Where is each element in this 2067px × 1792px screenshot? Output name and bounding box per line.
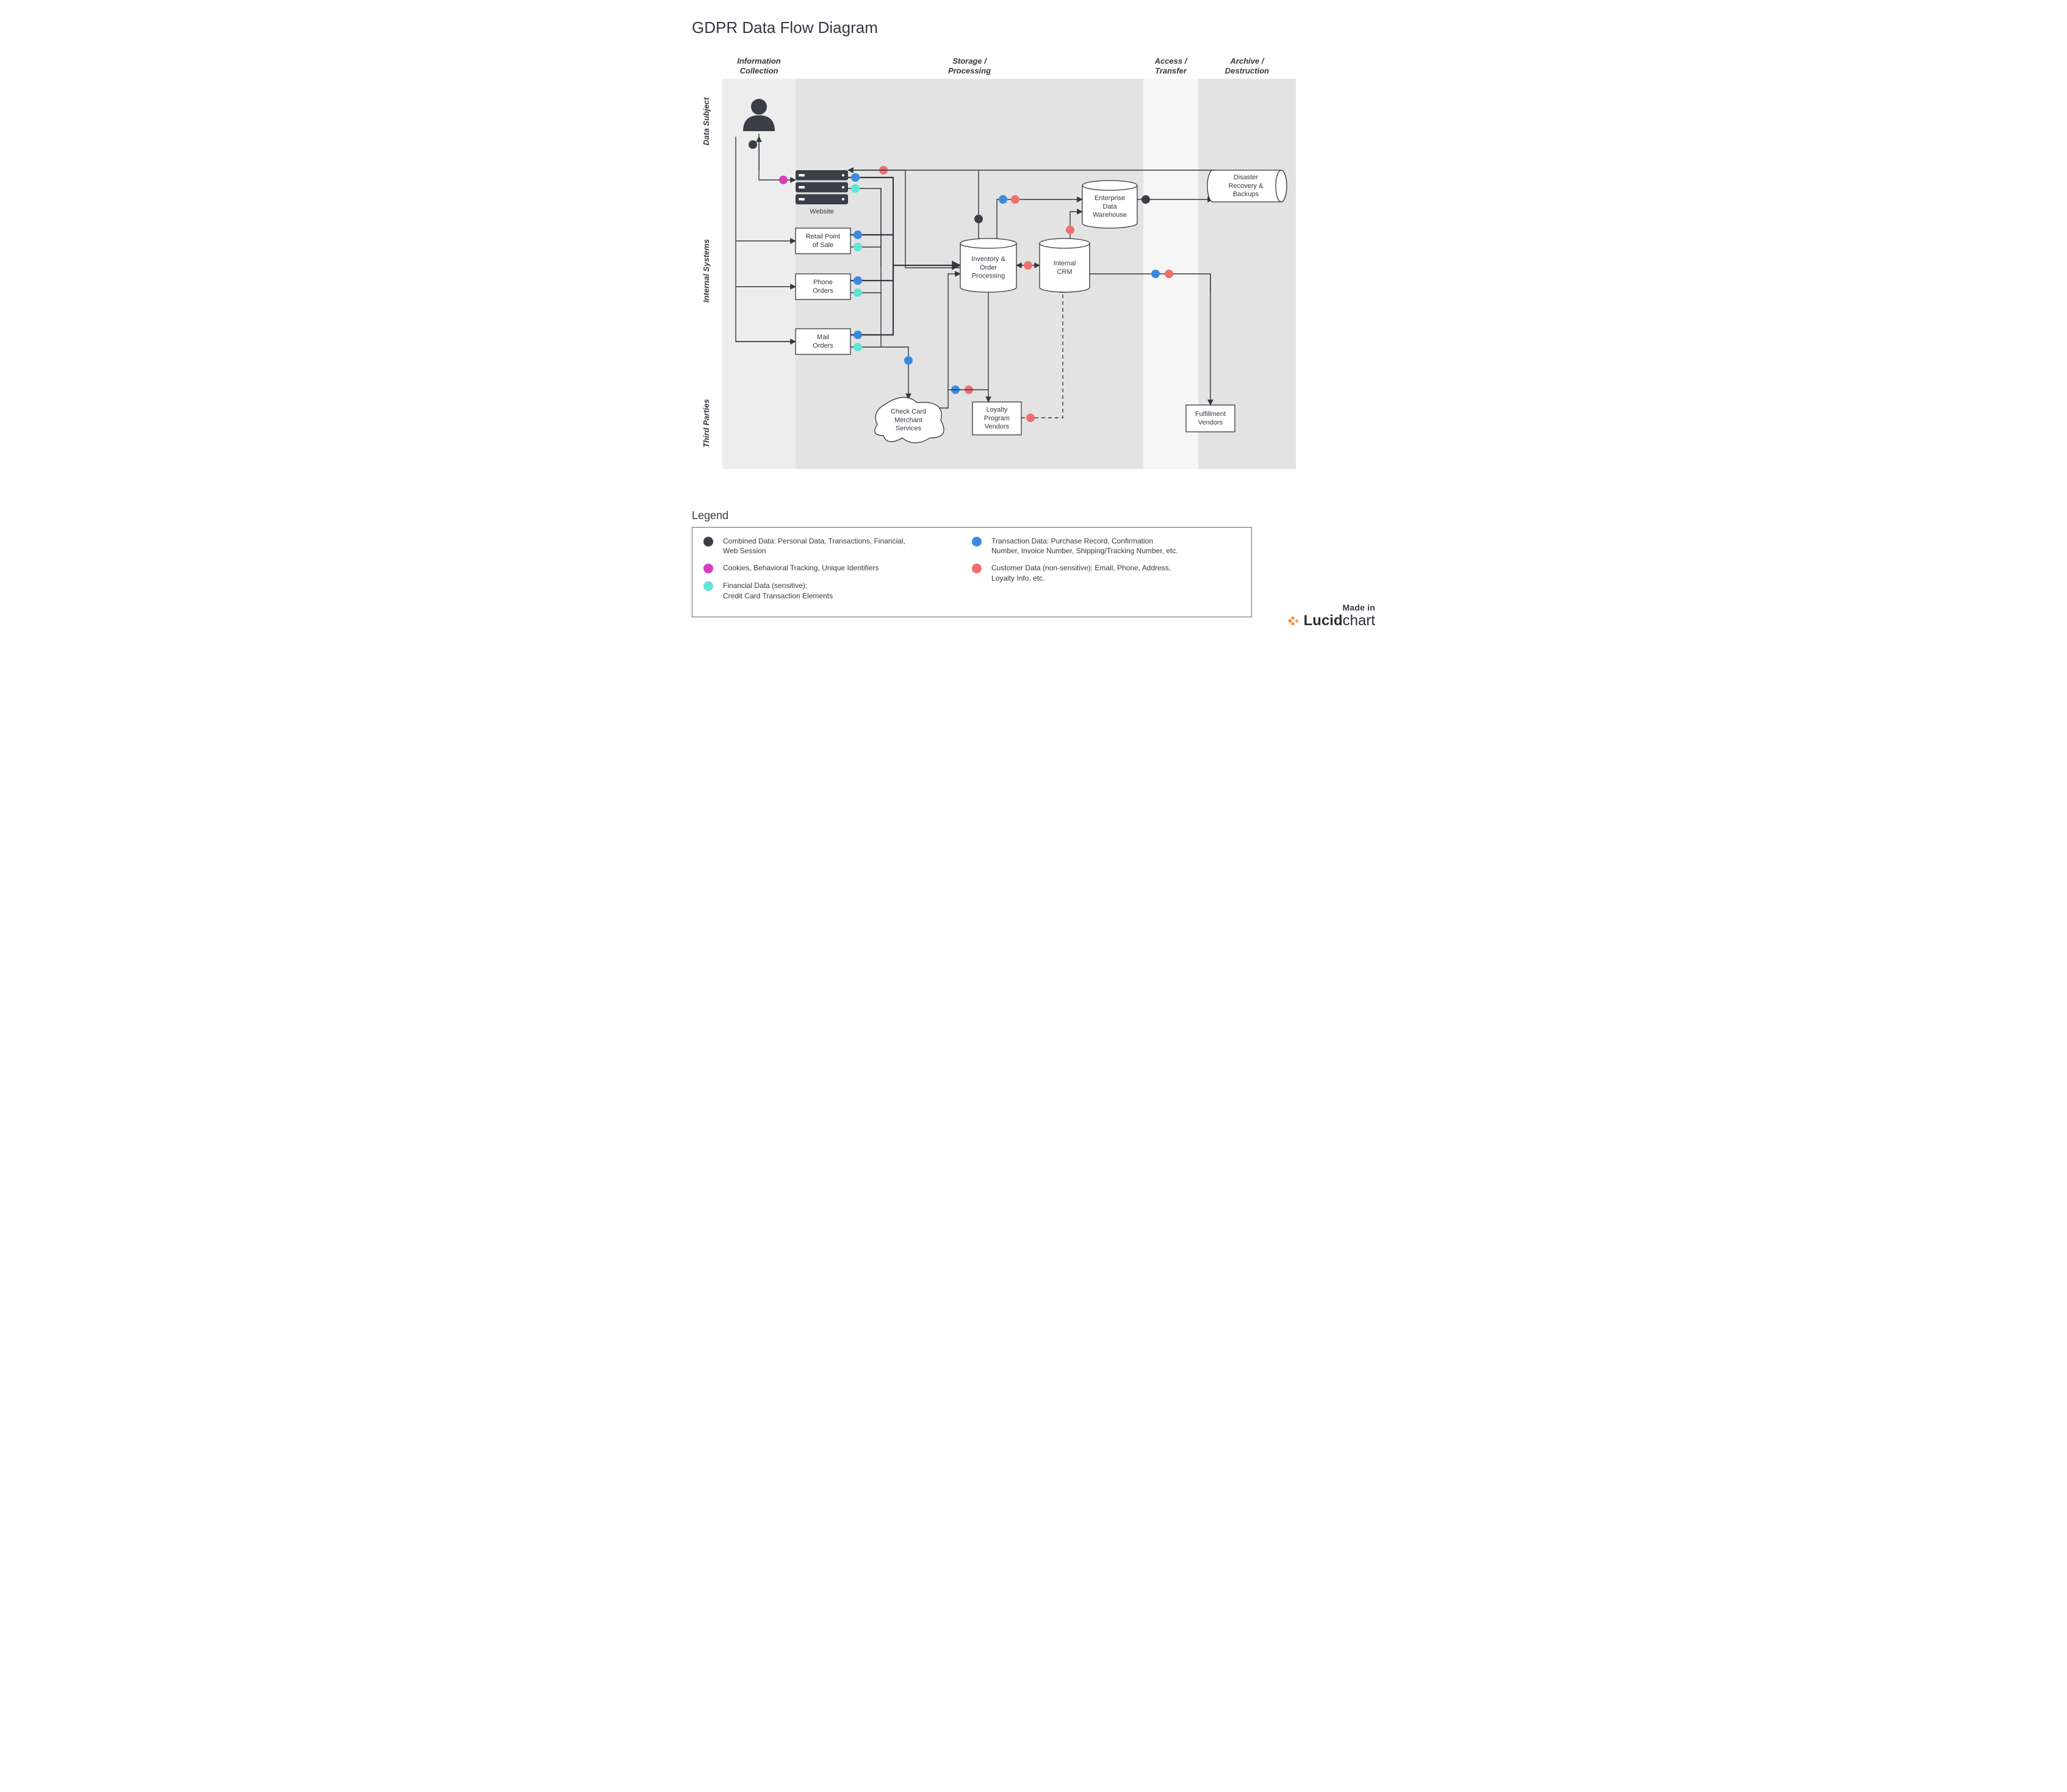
legend-item: Financial Data (sensitive);Credit Card T… xyxy=(703,581,972,600)
svg-text:Program: Program xyxy=(984,415,1010,422)
svg-text:Order: Order xyxy=(980,264,997,271)
flow-dot-financial xyxy=(854,243,862,251)
legend-dot-cookies xyxy=(703,564,713,573)
svg-text:Loyalty: Loyalty xyxy=(987,406,1008,414)
flow-dot-transaction xyxy=(999,195,1007,204)
lucidchart-logo-icon xyxy=(1287,614,1300,628)
diagram-svg: InformationCollectionStorage /Processing… xyxy=(692,48,1375,493)
diagram-canvas: InformationCollectionStorage /Processing… xyxy=(692,48,1375,493)
legend-text: Cookies, Behavioral Tracking, Unique Ide… xyxy=(723,563,879,573)
flow-dot-transaction xyxy=(1151,270,1160,278)
svg-text:Access /: Access / xyxy=(1154,56,1188,65)
flow-dot-financial xyxy=(854,289,862,297)
svg-text:Vendors: Vendors xyxy=(1198,419,1223,426)
row-label-internal: Internal Systems xyxy=(702,239,711,303)
svg-text:Orders: Orders xyxy=(813,287,833,295)
svg-text:Backups: Backups xyxy=(1233,191,1259,198)
row-label-third: Third Parties xyxy=(702,399,711,447)
flow-dot-transaction xyxy=(851,173,860,182)
svg-text:Website: Website xyxy=(810,208,834,215)
legend-text: Combined Data: Personal Data, Transactio… xyxy=(723,536,905,556)
brand-chart: chart xyxy=(1343,612,1375,629)
row-label-subject: Data Subject xyxy=(702,97,711,145)
svg-text:Collection: Collection xyxy=(740,66,778,76)
svg-text:Archive /: Archive / xyxy=(1230,56,1265,65)
legend: Legend Combined Data: Personal Data, Tra… xyxy=(692,509,1375,617)
svg-text:Check Card: Check Card xyxy=(891,408,926,415)
svg-text:Data: Data xyxy=(1102,203,1117,210)
attribution-madein: Made in xyxy=(1287,603,1375,612)
flow-dot-combined xyxy=(974,215,983,223)
legend-title: Legend xyxy=(692,509,1375,522)
flow-dot-customer xyxy=(1011,195,1019,204)
flow-dot-customer xyxy=(1026,414,1035,422)
svg-text:Fulfillment: Fulfillment xyxy=(1195,410,1226,418)
attribution-brand: Lucidchart xyxy=(1287,612,1375,629)
legend-text: Financial Data (sensitive);Credit Card T… xyxy=(723,581,833,600)
svg-text:Warehouse: Warehouse xyxy=(1093,212,1127,219)
svg-text:Recovery &: Recovery & xyxy=(1229,182,1264,190)
legend-dot-customer xyxy=(972,564,982,573)
svg-text:Services: Services xyxy=(896,425,922,432)
svg-text:Vendors: Vendors xyxy=(985,423,1010,431)
flow-dot-financial xyxy=(854,343,862,351)
legend-item: Customer Data (non-sensitive): Email, Ph… xyxy=(972,563,1240,582)
page-title: GDPR Data Flow Diagram xyxy=(692,18,1375,37)
legend-dot-combined xyxy=(703,537,713,547)
legend-item: Cookies, Behavioral Tracking, Unique Ide… xyxy=(703,563,972,573)
flow-dot-customer xyxy=(1024,261,1032,270)
svg-text:Orders: Orders xyxy=(813,342,833,349)
node-website xyxy=(796,170,848,204)
flow-dot-customer xyxy=(1066,226,1074,234)
svg-text:Internal: Internal xyxy=(1054,260,1076,267)
svg-text:Phone: Phone xyxy=(813,279,833,286)
svg-text:CRM: CRM xyxy=(1057,268,1072,276)
legend-item: Transaction Data: Purchase Record, Confi… xyxy=(972,536,1240,556)
svg-text:Enterprise: Enterprise xyxy=(1095,195,1125,202)
svg-text:Inventory &: Inventory & xyxy=(971,256,1005,263)
flow-dot-combined xyxy=(749,140,757,149)
svg-text:Retail Point: Retail Point xyxy=(806,233,840,240)
svg-text:Information: Information xyxy=(737,56,781,65)
flow-dot-transaction xyxy=(854,276,862,285)
flow-dot-transaction xyxy=(904,356,913,365)
flow-dot-financial xyxy=(851,184,860,193)
svg-text:of Sale: of Sale xyxy=(813,242,833,249)
svg-text:Processing: Processing xyxy=(972,273,1005,280)
flow-dot-transaction xyxy=(854,231,862,239)
flow-dot-combined xyxy=(1141,195,1150,204)
legend-dot-transaction xyxy=(972,537,982,547)
svg-text:Storage /: Storage / xyxy=(952,56,987,65)
svg-text:Transfer: Transfer xyxy=(1155,66,1187,76)
flow-dot-transaction xyxy=(854,331,862,339)
brand-lucid: Lucid xyxy=(1304,612,1343,629)
legend-text: Transaction Data: Purchase Record, Confi… xyxy=(991,536,1178,556)
legend-item: Combined Data: Personal Data, Transactio… xyxy=(703,536,972,556)
legend-text: Customer Data (non-sensitive): Email, Ph… xyxy=(991,563,1171,582)
svg-text:Mail: Mail xyxy=(817,334,829,341)
svg-text:Processing: Processing xyxy=(948,66,991,76)
legend-dot-financial xyxy=(703,581,713,591)
svg-text:Disaster: Disaster xyxy=(1234,174,1259,181)
attribution: Made in Lucidchart xyxy=(1287,603,1375,629)
svg-text:Merchant: Merchant xyxy=(894,417,922,424)
flow-dot-cookies xyxy=(779,176,788,184)
svg-text:Destruction: Destruction xyxy=(1225,66,1269,76)
flow-dot-customer xyxy=(1165,270,1173,278)
